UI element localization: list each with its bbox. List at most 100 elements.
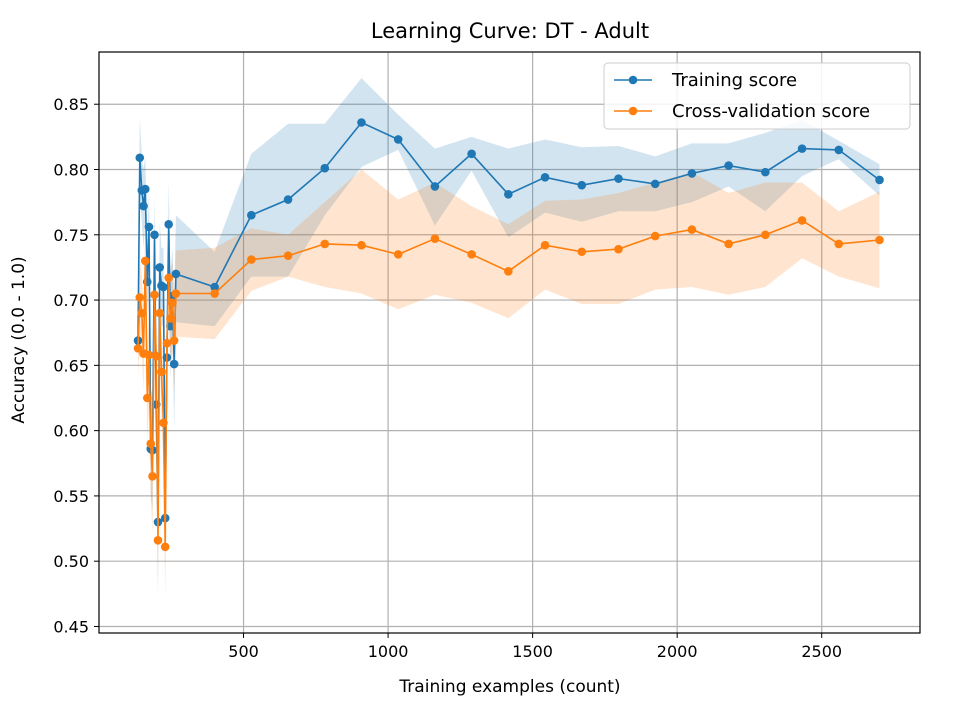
data-point-cv bbox=[159, 418, 168, 428]
data-point-cv bbox=[142, 393, 152, 403]
data-point-cv bbox=[162, 338, 172, 348]
data-point-training bbox=[140, 184, 150, 194]
grid bbox=[99, 52, 920, 633]
data-point-cv bbox=[151, 351, 161, 361]
data-point-cv bbox=[430, 234, 440, 244]
data-point-cv bbox=[724, 239, 733, 249]
data-point-cv bbox=[137, 308, 147, 318]
data-point-cv bbox=[320, 239, 330, 249]
data-point-training bbox=[166, 321, 175, 331]
data-point-cv bbox=[168, 298, 177, 307]
data-point-training bbox=[724, 161, 733, 170]
legend-marker-cv bbox=[628, 106, 638, 116]
std-band-cv bbox=[138, 169, 880, 601]
data-point-cv bbox=[148, 472, 157, 481]
data-point-cv bbox=[577, 247, 587, 257]
data-point-cv bbox=[357, 240, 366, 250]
y-tick-label: 0.50 bbox=[53, 552, 89, 571]
plot-frame bbox=[98, 51, 921, 634]
data-point-cv bbox=[157, 367, 166, 377]
series bbox=[133, 118, 884, 552]
x-tick-label: 2500 bbox=[801, 642, 842, 661]
legend-marker-training bbox=[628, 75, 638, 85]
data-point-cv bbox=[135, 293, 145, 302]
data-point-training bbox=[169, 359, 179, 369]
y-tick-label: 0.85 bbox=[53, 95, 89, 114]
ticks: 500 1000 1500 2000 2500 0.45 0.50 0.55 0.60 0.65 0… bbox=[53, 95, 842, 661]
data-point-training bbox=[155, 263, 165, 272]
data-point-cv bbox=[283, 251, 293, 260]
x-tick-label: 1000 bbox=[368, 642, 409, 661]
data-point-cv bbox=[140, 256, 150, 266]
legend-box bbox=[603, 62, 911, 130]
data-point-training bbox=[761, 167, 770, 177]
data-point-training bbox=[135, 153, 145, 163]
data-point-training bbox=[159, 282, 168, 292]
data-point-training bbox=[577, 180, 587, 190]
data-point-cv bbox=[133, 344, 143, 353]
data-point-training bbox=[687, 169, 697, 178]
x-tick-label: 500 bbox=[228, 642, 259, 661]
chart-title: Learning Curve: DT - Adult bbox=[371, 19, 649, 43]
x-axis-label: Training examples (count) bbox=[398, 677, 620, 697]
data-point-cv bbox=[166, 314, 175, 323]
y-tick-label: 0.55 bbox=[53, 487, 89, 506]
data-point-cv bbox=[834, 239, 844, 249]
data-point-training bbox=[430, 182, 440, 191]
data-point-cv bbox=[687, 225, 697, 234]
data-point-cv bbox=[150, 290, 159, 300]
data-point-training bbox=[834, 145, 844, 155]
data-point-cv bbox=[144, 350, 154, 360]
data-point-training bbox=[320, 163, 330, 173]
y-tick-label: 0.75 bbox=[53, 226, 89, 245]
data-point-cv bbox=[164, 273, 173, 283]
data-point-training bbox=[247, 210, 256, 220]
data-point-cv bbox=[153, 536, 163, 545]
data-point-training bbox=[139, 201, 148, 211]
data-point-cv bbox=[875, 235, 884, 245]
y-tick-label: 0.45 bbox=[53, 617, 89, 636]
data-point-cv bbox=[155, 308, 165, 318]
data-point-cv bbox=[504, 267, 513, 276]
y-tick-label: 0.80 bbox=[53, 161, 89, 180]
data-point-training bbox=[875, 175, 884, 185]
data-point-training bbox=[797, 144, 807, 153]
data-point-training bbox=[171, 269, 181, 279]
data-point-training bbox=[210, 282, 219, 292]
data-point-training bbox=[164, 220, 173, 229]
y-axis-label: Accuracy (0.0 - 1.0) bbox=[9, 256, 29, 423]
data-point-training bbox=[650, 179, 660, 189]
x-tick-label: 2000 bbox=[657, 642, 698, 661]
data-point-cv bbox=[761, 230, 770, 240]
std-bands bbox=[138, 78, 880, 601]
data-point-training bbox=[150, 230, 159, 240]
data-point-training bbox=[144, 222, 154, 232]
data-point-cv bbox=[393, 250, 403, 259]
legend: Training score Cross-validation score bbox=[603, 62, 911, 130]
y-tick-label: 0.60 bbox=[53, 422, 89, 441]
x-tick-label: 1500 bbox=[512, 642, 553, 661]
data-point-training bbox=[283, 195, 293, 204]
data-point-cv bbox=[540, 240, 550, 250]
data-point-cv bbox=[171, 289, 181, 298]
data-point-training bbox=[357, 118, 366, 127]
data-point-cv bbox=[210, 289, 219, 298]
data-point-cv bbox=[146, 439, 156, 448]
y-tick-label: 0.70 bbox=[53, 291, 89, 310]
data-point-cv bbox=[614, 244, 623, 254]
data-point-training bbox=[540, 173, 550, 182]
data-point-cv bbox=[797, 216, 807, 225]
data-point-training bbox=[504, 190, 513, 199]
data-point-cv bbox=[160, 542, 170, 552]
data-point-training bbox=[393, 135, 403, 144]
data-point-cv bbox=[650, 231, 660, 241]
y-tick-label: 0.65 bbox=[53, 356, 89, 375]
data-point-training bbox=[614, 174, 623, 183]
data-point-cv bbox=[169, 336, 179, 345]
data-point-cv bbox=[247, 255, 256, 264]
data-point-training bbox=[467, 149, 476, 159]
std-band-training bbox=[138, 78, 880, 588]
legend-label-training: Training score bbox=[671, 70, 797, 91]
